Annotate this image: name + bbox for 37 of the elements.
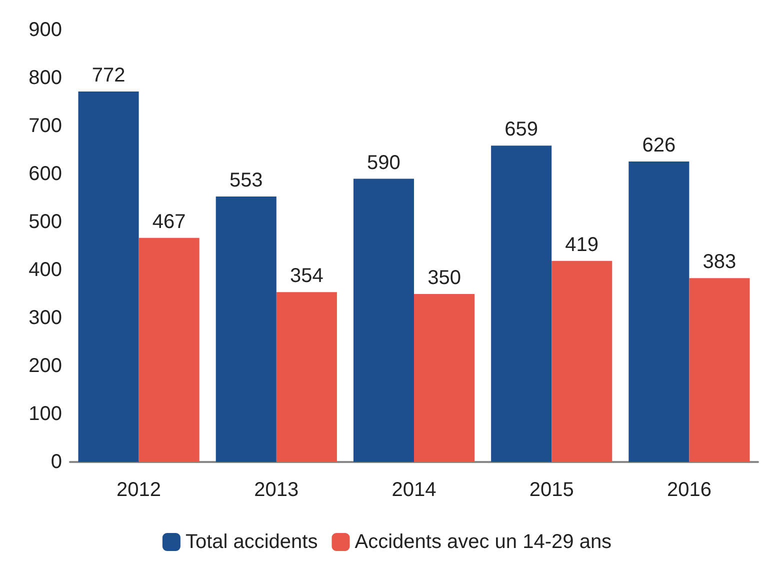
bar xyxy=(689,278,750,462)
bar xyxy=(216,196,276,462)
data-label: 772 xyxy=(92,64,126,86)
bar xyxy=(414,294,475,462)
bar xyxy=(276,292,337,462)
x-tick-label: 2014 xyxy=(392,479,436,501)
data-label: 419 xyxy=(565,234,599,256)
bar xyxy=(78,91,139,462)
legend-label: Total accidents xyxy=(185,531,318,553)
y-tick-label: 500 xyxy=(28,211,62,233)
data-label: 626 xyxy=(642,134,676,157)
x-tick-label: 2015 xyxy=(529,479,574,501)
x-tick-label: 2016 xyxy=(666,479,712,501)
y-tick-label: 100 xyxy=(28,403,62,425)
bar xyxy=(491,146,552,462)
x-tick-label: 2013 xyxy=(254,479,299,501)
bar xyxy=(138,238,200,462)
bar xyxy=(628,162,690,462)
data-label: 350 xyxy=(428,267,461,289)
legend-label: Accidents avec un 14-29 ans xyxy=(354,531,612,553)
bar xyxy=(353,178,414,462)
y-tick-label: 700 xyxy=(28,115,62,137)
data-label: 553 xyxy=(229,170,263,192)
bar xyxy=(552,260,612,462)
y-tick-label: 400 xyxy=(28,259,62,281)
data-label: 659 xyxy=(504,118,538,141)
y-tick-label: 200 xyxy=(28,355,62,377)
y-tick-label: 300 xyxy=(28,307,62,329)
y-tick-label: 800 xyxy=(28,67,62,89)
x-tick-label: 2012 xyxy=(116,479,162,501)
data-label: 354 xyxy=(290,265,324,288)
y-tick-label: 600 xyxy=(28,163,62,185)
data-label: 383 xyxy=(702,251,736,274)
y-tick-label: 0 xyxy=(50,451,62,473)
data-label: 467 xyxy=(152,210,186,233)
y-tick-label: 900 xyxy=(28,19,62,41)
data-label: 590 xyxy=(367,152,400,174)
